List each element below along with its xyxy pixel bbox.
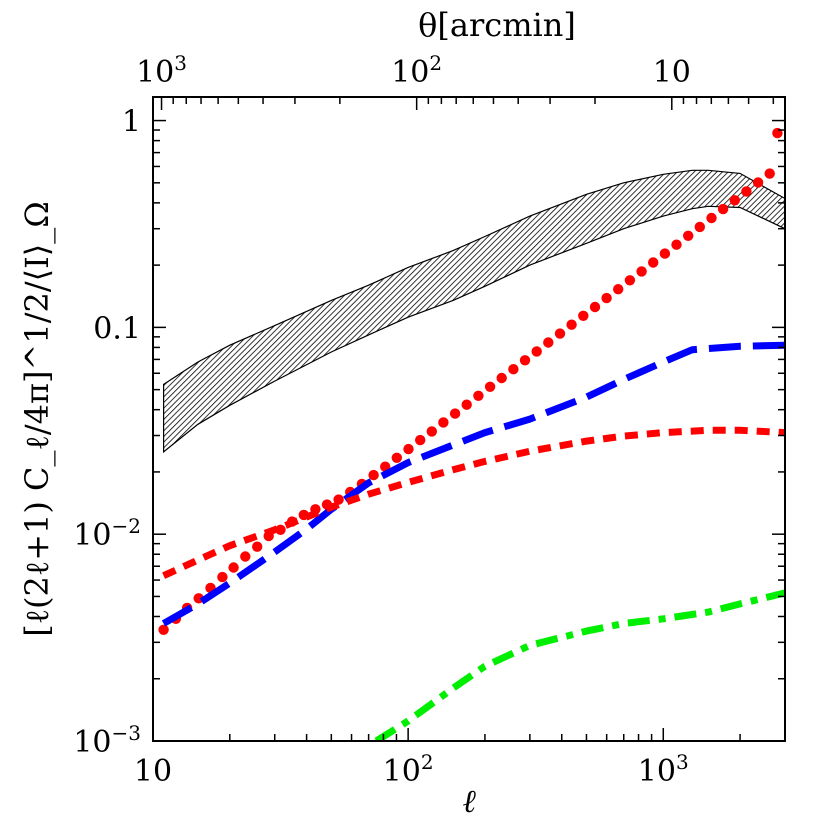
plot-frame — [152, 96, 786, 742]
data-point — [648, 257, 659, 268]
data-point — [449, 408, 461, 419]
x-tick-label: 103 — [638, 750, 689, 789]
data-point — [578, 310, 589, 321]
data-point — [729, 195, 740, 206]
data-point — [275, 524, 286, 535]
y-tick-label: 10−2 — [73, 514, 141, 553]
data-point — [601, 292, 612, 304]
data-point — [508, 364, 519, 375]
data-point — [228, 562, 239, 573]
y-axis-title: [ℓ(2ℓ+1) C_ℓ/4π]^1/2/⟨I⟩_Ω — [18, 201, 56, 637]
x-tick-label: 102 — [383, 750, 434, 789]
band-layer — [163, 169, 785, 454]
series-line-blue-long-dash — [161, 341, 785, 627]
data-point — [543, 337, 554, 348]
data-point — [217, 571, 228, 583]
data-point — [438, 417, 449, 428]
data-point — [554, 328, 566, 339]
data-point — [566, 319, 577, 330]
y-tick-label: 10−3 — [73, 721, 141, 760]
data-point — [368, 469, 379, 481]
top-tick-label: 103 — [136, 51, 187, 90]
data-point — [752, 177, 764, 188]
series-line-red-short-dash — [162, 426, 785, 579]
data-point — [636, 266, 647, 277]
series-layer — [158, 127, 785, 741]
x-axis-title: ℓ — [462, 782, 476, 820]
x-tick-label: 10 — [134, 754, 172, 789]
data-point — [613, 284, 624, 295]
data-point — [659, 248, 671, 259]
data-point — [473, 390, 484, 401]
data-point — [717, 203, 729, 215]
series-line-green-dash-dot — [374, 589, 785, 741]
data-point — [589, 301, 601, 313]
data-point — [415, 434, 426, 446]
data-point — [484, 381, 496, 392]
data-point — [741, 186, 752, 197]
data-point — [158, 624, 169, 635]
data-point — [706, 212, 717, 224]
data-point — [193, 593, 204, 604]
data-point — [764, 168, 775, 179]
data-point — [252, 541, 263, 552]
data-point — [531, 346, 542, 357]
y-tick-label: 0.1 — [93, 311, 141, 346]
ticks-layer: 10 102 103 10−3 10−2 0.1 1 103 102 10 — [73, 51, 786, 789]
data-point — [391, 452, 402, 463]
data-point — [624, 275, 636, 286]
data-point — [403, 443, 414, 455]
data-point — [461, 399, 472, 410]
data-point — [671, 239, 682, 250]
data-point — [683, 230, 694, 241]
data-point — [694, 221, 705, 233]
data-point — [426, 426, 437, 437]
data-point — [496, 372, 507, 384]
data-point — [240, 551, 251, 562]
y-tick-label: 1 — [122, 105, 141, 140]
hatched-band — [163, 169, 785, 454]
data-point — [519, 355, 531, 366]
top-tick-label: 10 — [653, 55, 691, 90]
top-tick-label: 102 — [391, 51, 442, 90]
top-axis-title: θ[arcmin] — [418, 6, 576, 44]
